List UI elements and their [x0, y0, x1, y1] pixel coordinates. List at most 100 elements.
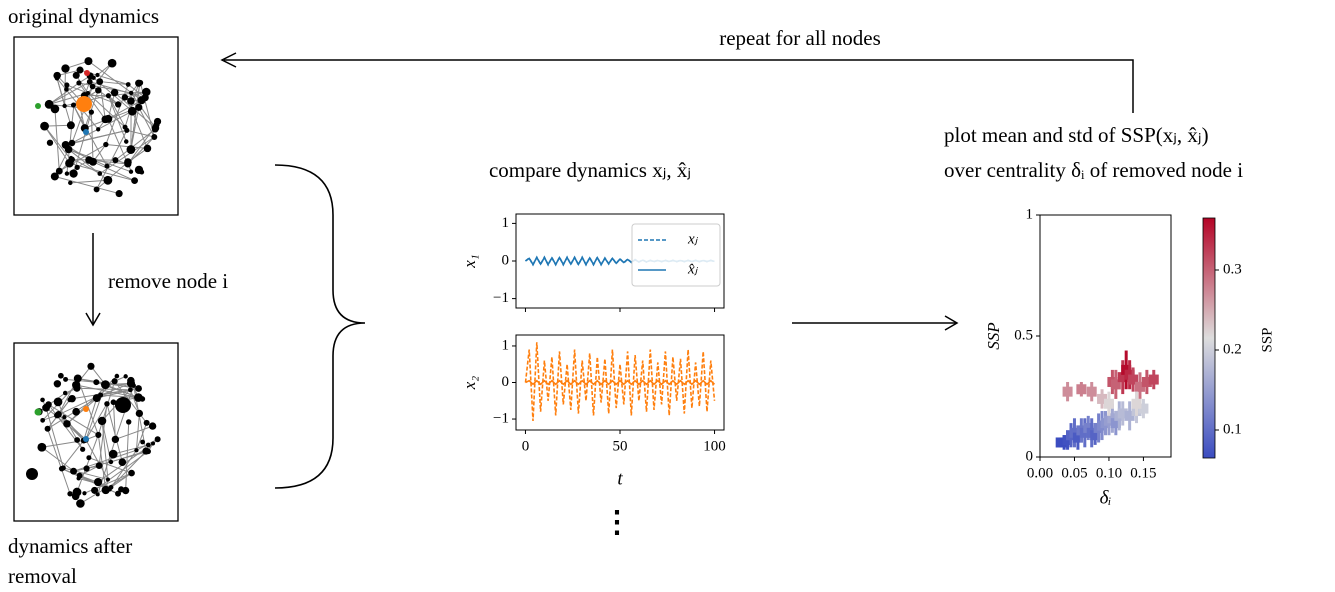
node — [95, 462, 103, 470]
label-remove: remove node i — [108, 269, 228, 293]
node — [118, 458, 127, 466]
node — [64, 171, 70, 176]
edge — [115, 128, 156, 161]
network-box — [13, 36, 179, 216]
brace — [274, 164, 366, 489]
edge — [84, 90, 99, 129]
point — [1076, 384, 1087, 395]
node — [127, 376, 135, 385]
y-axis-label: SSP — [984, 322, 1003, 349]
node — [63, 420, 71, 428]
edge — [115, 425, 153, 440]
label-compare: compare dynamics xⱼ, x̂ⱼ — [489, 158, 691, 182]
node — [68, 180, 73, 186]
node — [125, 82, 131, 87]
node — [103, 175, 113, 185]
x-tick-label: 0.05 — [1061, 465, 1087, 481]
x-axis-label: t — [617, 468, 623, 489]
node — [93, 379, 100, 386]
node — [58, 372, 64, 379]
edge — [127, 124, 157, 165]
node — [84, 57, 93, 66]
edge — [72, 104, 108, 167]
edge — [48, 81, 90, 105]
node — [103, 141, 109, 148]
node — [131, 383, 136, 388]
node — [91, 75, 96, 80]
edge — [135, 422, 148, 451]
edge — [125, 421, 130, 491]
node — [127, 106, 137, 116]
y-tick-label: −1 — [493, 290, 509, 306]
point — [1117, 408, 1128, 419]
edge — [66, 84, 119, 105]
y-tick-label: 0 — [1026, 448, 1034, 464]
node — [62, 103, 67, 109]
node — [148, 422, 157, 430]
node — [140, 439, 146, 445]
node — [95, 492, 100, 497]
y-tick-label: 1 — [1026, 206, 1034, 222]
y-tick-label: 0.5 — [1014, 327, 1033, 343]
colorbar — [1202, 217, 1216, 459]
node — [127, 97, 135, 105]
edge — [100, 394, 139, 399]
node — [46, 139, 54, 146]
x-axis-label: δᵢ — [1100, 487, 1112, 508]
node — [112, 157, 119, 164]
colorbar-tick-label: 0.2 — [1223, 341, 1242, 357]
node — [83, 465, 90, 472]
node — [53, 380, 62, 388]
edge — [83, 397, 98, 441]
node — [71, 102, 76, 107]
arrowhead — [220, 52, 237, 68]
edge — [79, 465, 100, 476]
x-tick-label: 0 — [522, 438, 530, 454]
node — [131, 177, 138, 185]
point — [1117, 372, 1128, 383]
node — [40, 121, 49, 131]
node — [72, 407, 81, 416]
edge — [135, 413, 140, 451]
y-tick-label: 1 — [502, 337, 510, 353]
arrow — [224, 59, 1134, 113]
edge — [113, 444, 149, 455]
node — [40, 397, 45, 403]
series-line — [524, 342, 716, 421]
arrowhead — [85, 312, 101, 327]
node — [105, 93, 111, 99]
y-tick-label: 0 — [502, 374, 510, 390]
node — [126, 419, 132, 425]
node — [86, 455, 92, 461]
node — [115, 490, 121, 497]
node — [142, 447, 150, 455]
edge — [57, 69, 81, 77]
node — [115, 101, 122, 108]
edge — [77, 377, 106, 386]
node — [64, 87, 69, 92]
node — [40, 417, 46, 423]
node — [73, 374, 82, 383]
legend-label: x̂ⱼ — [687, 261, 699, 277]
network-box — [13, 342, 179, 522]
point — [1128, 374, 1139, 385]
node — [34, 408, 42, 416]
edge — [112, 402, 116, 440]
y-axis-label: x₂ — [460, 376, 479, 391]
node — [145, 442, 151, 448]
edge — [44, 125, 70, 164]
node — [128, 90, 134, 96]
node — [101, 485, 110, 495]
edge — [71, 129, 127, 144]
point — [1134, 381, 1145, 392]
edge — [71, 110, 133, 144]
edge — [45, 407, 64, 469]
node — [134, 393, 143, 402]
edge — [97, 434, 107, 491]
y-tick-label: 0 — [502, 252, 510, 268]
node — [82, 491, 87, 496]
edge — [48, 404, 99, 436]
edge — [44, 124, 71, 127]
node — [104, 401, 110, 407]
node — [151, 441, 156, 446]
